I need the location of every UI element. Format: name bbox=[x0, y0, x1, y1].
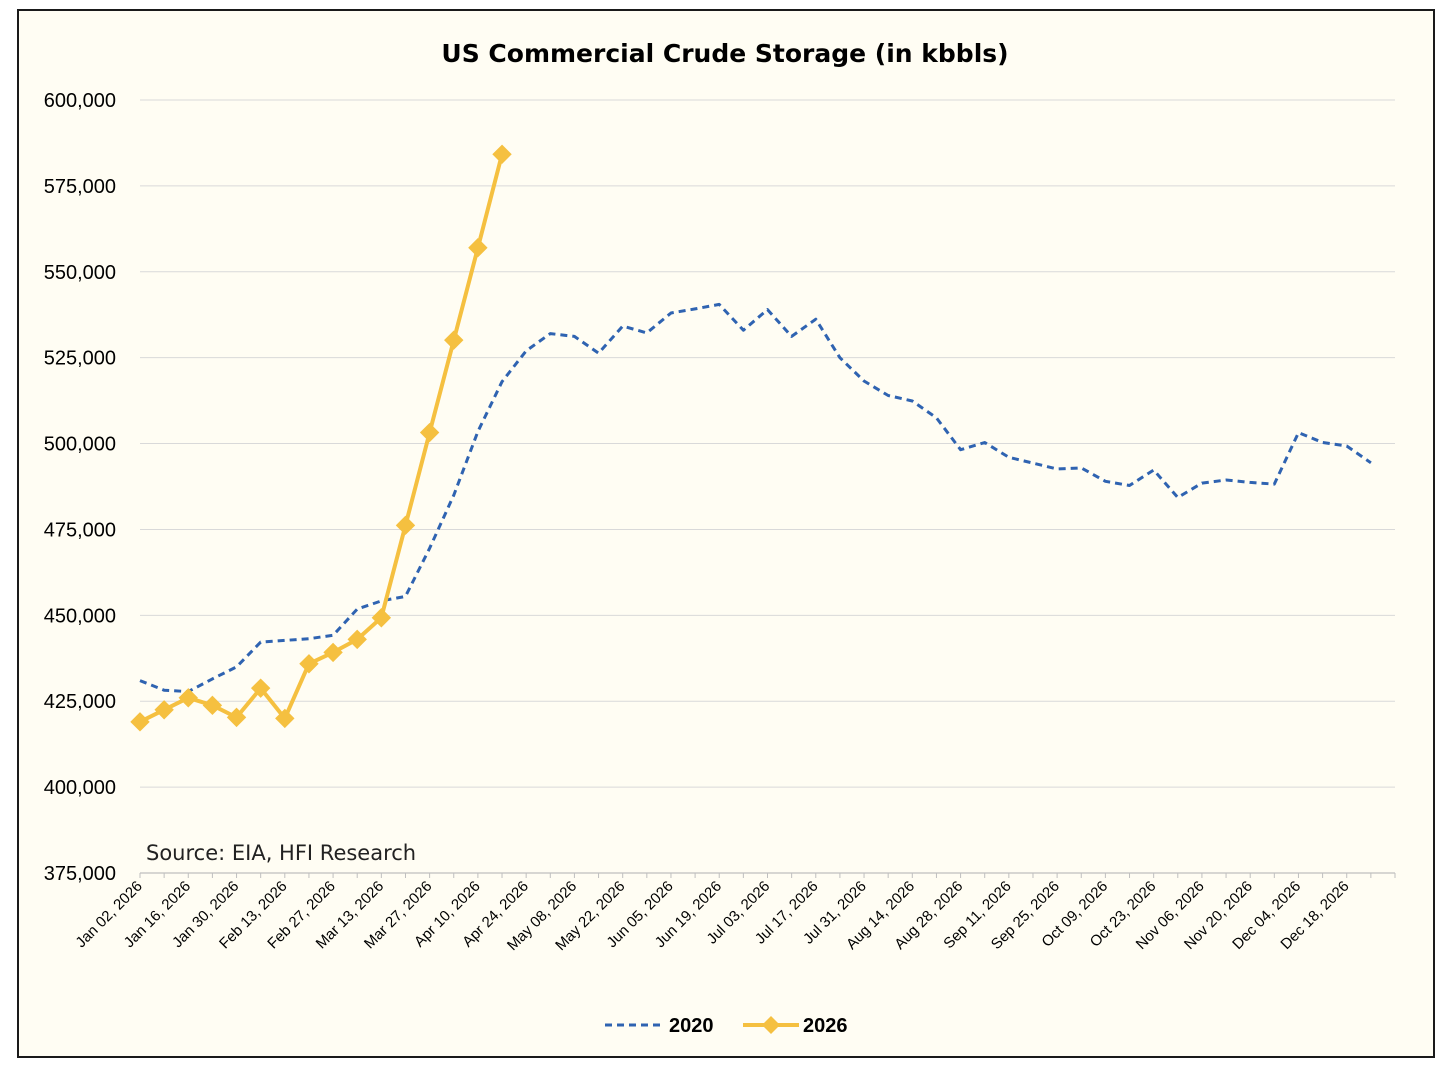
source-note: Source: EIA, HFI Research bbox=[146, 841, 416, 865]
legend: 2020 2026 bbox=[605, 1015, 848, 1037]
y-tick-label: 400,000 bbox=[44, 777, 116, 799]
data-point-2026 bbox=[347, 629, 367, 650]
series-line-2020 bbox=[139, 302, 1372, 694]
y-tick-label: 600,000 bbox=[44, 90, 116, 112]
y-tick-label: 525,000 bbox=[44, 348, 116, 370]
data-point-2026 bbox=[371, 608, 392, 628]
legend-marker-2026 bbox=[762, 1016, 780, 1034]
gridlines bbox=[140, 99, 1395, 788]
y-tick-label: 475,000 bbox=[44, 519, 116, 541]
chart-frame: US Commercial Crude Storage (in kbbls) 3… bbox=[17, 9, 1435, 1058]
data-point-2026 bbox=[226, 707, 247, 728]
data-point-2026 bbox=[178, 688, 198, 708]
y-tick-label: 500,000 bbox=[44, 434, 116, 456]
data-point-2026 bbox=[130, 712, 150, 732]
y-tick-label: 550,000 bbox=[44, 262, 116, 284]
data-point-2026 bbox=[468, 238, 488, 258]
chart-title: US Commercial Crude Storage (in kbbls) bbox=[441, 39, 1008, 68]
legend-label-2026: 2026 bbox=[803, 1015, 848, 1037]
data-point-2026 bbox=[154, 700, 174, 720]
y-tick-label: 425,000 bbox=[44, 691, 116, 713]
data-point-2026 bbox=[275, 708, 295, 729]
series-line-2026 bbox=[138, 152, 504, 724]
legend-label-2020: 2020 bbox=[669, 1015, 714, 1037]
series-lines bbox=[130, 144, 1372, 732]
y-axis-ticks: 375,000 400,000 425,000 450,000 475,000 500,0… bbox=[44, 90, 116, 885]
data-point-2026 bbox=[250, 678, 271, 698]
data-point-2026 bbox=[444, 330, 464, 350]
data-point-2026 bbox=[419, 422, 440, 443]
data-point-2026 bbox=[202, 695, 223, 716]
y-tick-label: 575,000 bbox=[44, 176, 116, 198]
data-point-2026 bbox=[395, 515, 416, 536]
data-point-2026 bbox=[492, 144, 512, 164]
y-tick-label: 375,000 bbox=[44, 863, 116, 885]
y-tick-label: 450,000 bbox=[44, 605, 116, 627]
chart-canvas: US Commercial Crude Storage (in kbbls) 3… bbox=[44, 39, 1396, 1037]
data-point-2026 bbox=[299, 654, 319, 674]
data-point-2026 bbox=[323, 642, 343, 663]
